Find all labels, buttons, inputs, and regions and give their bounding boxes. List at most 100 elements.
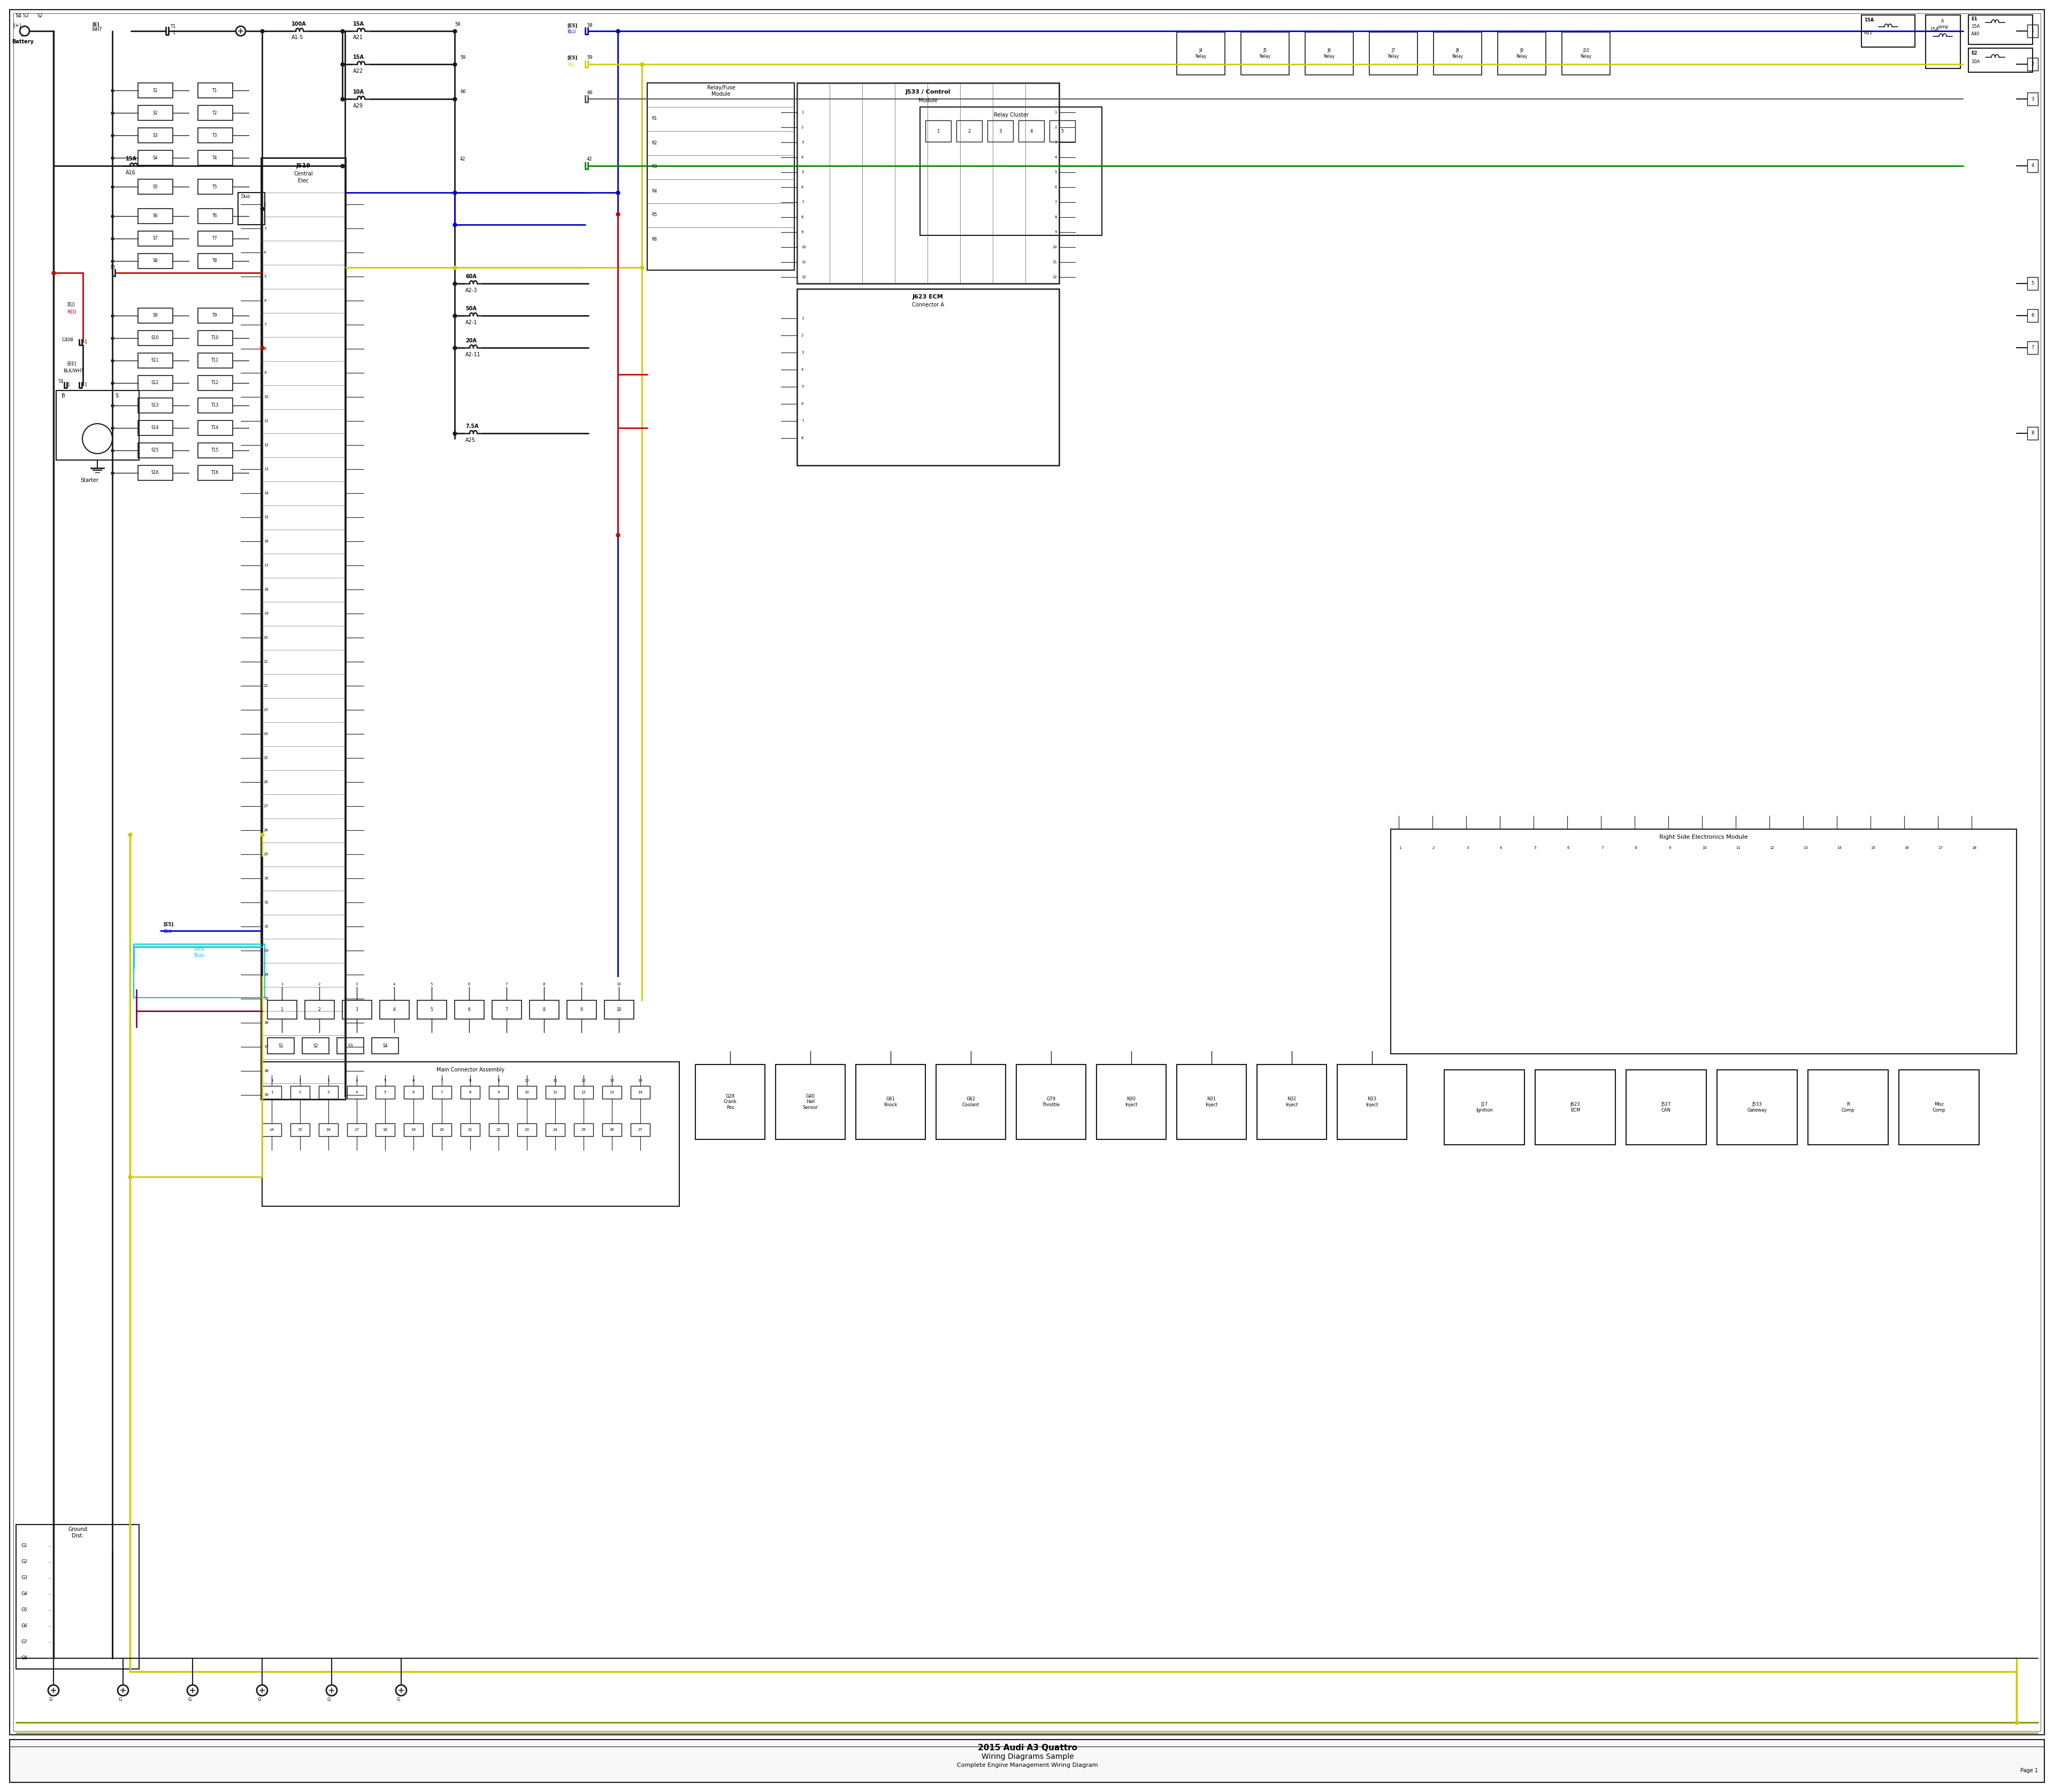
Text: 1: 1 [937,129,939,133]
Text: 31: 31 [263,901,269,903]
Text: 2: 2 [318,1007,320,1012]
Bar [920,108,1101,235]
Text: 7: 7 [2031,346,2033,349]
Text: 20: 20 [263,636,269,640]
Bar [197,231,232,246]
Text: 15A: 15A [1931,27,1939,32]
Circle shape [257,1684,267,1695]
Text: 5: 5 [263,274,267,278]
Text: 8: 8 [801,437,803,439]
Bar [197,330,232,346]
Text: 10A: 10A [1972,59,1980,65]
Bar [460,1124,481,1136]
Text: ---: --- [47,1656,51,1659]
Text: [E5]: [E5] [567,23,577,29]
Text: 4: 4 [1499,846,1501,849]
Bar [347,1124,366,1136]
Text: 2: 2 [318,982,320,986]
Text: 66: 66 [460,90,466,95]
Bar [1861,14,1914,47]
Text: G2: G2 [21,1559,27,1564]
Bar [1370,32,1417,75]
Bar [267,1000,298,1020]
Text: Elec: Elec [298,177,308,183]
Text: 18: 18 [382,1129,388,1131]
Text: R
Comp: R Comp [1842,1102,1855,1113]
Text: 42: 42 [587,158,592,161]
Text: 1: 1 [21,32,23,38]
Text: 10: 10 [524,1079,530,1082]
Text: 4: 4 [801,367,803,371]
Bar [343,1000,372,1020]
Text: T5: T5 [212,185,218,190]
Text: 2: 2 [263,202,267,206]
Bar [197,353,232,367]
Bar [1177,32,1224,75]
Text: 5: 5 [801,170,803,174]
Text: T1: T1 [170,25,175,29]
Text: 10: 10 [616,1007,622,1012]
Text: A1-5: A1-5 [292,34,304,39]
Text: 26: 26 [263,781,269,783]
Text: R3: R3 [651,165,657,168]
Text: G28
Crank
Pos: G28 Crank Pos [723,1093,737,1109]
Bar [197,151,232,165]
Text: 9: 9 [801,231,803,233]
Bar [197,179,232,194]
Text: T15: T15 [212,448,220,453]
Text: S8: S8 [152,258,158,263]
Bar [431,1086,452,1098]
Bar [493,1000,522,1020]
Bar [138,330,173,346]
Bar [138,376,173,391]
Bar [138,127,173,143]
Bar [347,1086,366,1098]
Text: 32: 32 [263,925,269,928]
Text: 15A: 15A [1972,25,1980,29]
Text: 11: 11 [801,260,805,263]
Text: 10: 10 [1703,846,1707,849]
Text: YEL: YEL [567,63,575,68]
Text: B: B [62,392,66,398]
Text: 9: 9 [1054,231,1058,233]
Text: S7: S7 [152,237,158,240]
Text: 2: 2 [300,1091,302,1093]
Text: 7: 7 [505,1007,507,1012]
Bar [926,120,951,142]
Text: 25: 25 [581,1129,585,1131]
Text: 2: 2 [801,125,803,129]
Text: S11: S11 [152,358,158,364]
Text: Central: Central [294,172,312,177]
Text: 6: 6 [468,982,470,986]
Text: 3: 3 [1467,846,1469,849]
Bar [797,289,1060,466]
Bar [197,466,232,480]
Text: G: G [327,1697,331,1702]
Text: 1: 1 [801,111,803,115]
Text: Right Side Electronics Module: Right Side Electronics Module [1660,835,1748,840]
Text: 1: 1 [271,1091,273,1093]
Text: J17
Ignition: J17 Ignition [1477,1102,1493,1113]
Text: 4: 4 [263,251,267,254]
Text: 42: 42 [460,156,466,161]
Text: G: G [257,1697,261,1702]
Bar [1717,1070,1797,1145]
Text: A25: A25 [466,437,477,443]
Text: 17: 17 [263,564,269,566]
Text: S5: S5 [152,185,158,190]
Bar [530,1000,559,1020]
Text: S2: S2 [152,111,158,115]
Text: 38: 38 [263,1070,269,1073]
Text: T4: T4 [212,156,218,159]
Bar [134,944,265,998]
Bar [1019,120,1043,142]
Bar [1257,1064,1327,1140]
Circle shape [117,1684,127,1695]
Text: Battery: Battery [12,39,33,45]
Text: 16: 16 [327,1129,331,1131]
Bar [1391,830,2017,1054]
Text: J9
Relay: J9 Relay [1516,48,1528,59]
Text: 7: 7 [442,1079,444,1082]
Text: 58: 58 [587,23,592,29]
Text: 27: 27 [639,1129,643,1131]
